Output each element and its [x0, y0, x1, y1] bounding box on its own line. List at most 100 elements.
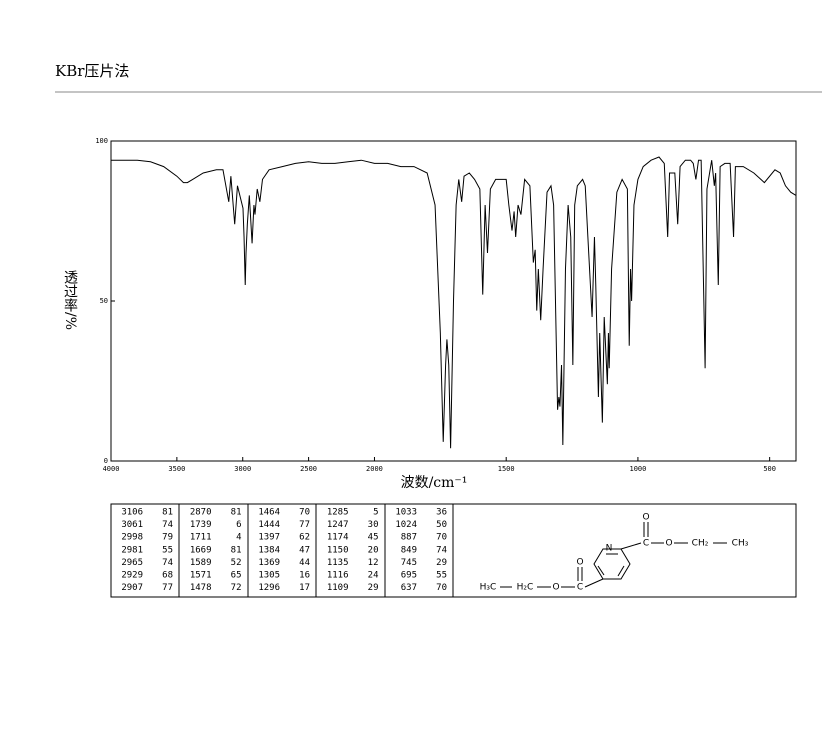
table-transmittance: 74 [162, 558, 173, 568]
table-wavenumber: 1369 [258, 558, 280, 568]
x-tick-label: 3000 [234, 465, 251, 473]
table-transmittance: 55 [162, 545, 173, 555]
table-wavenumber: 2965 [121, 558, 143, 568]
table-wavenumber: 1024 [395, 520, 417, 530]
table-wavenumber: 1739 [190, 520, 212, 530]
table-transmittance: 29 [368, 583, 379, 593]
table-wavenumber: 1464 [258, 508, 280, 518]
table-wavenumber: 3106 [121, 508, 143, 518]
structure-label: CH₃ [732, 539, 749, 549]
table-transmittance: 47 [299, 545, 310, 555]
x-axis-label: 波数/cm⁻¹ [401, 475, 468, 491]
table-transmittance: 72 [231, 583, 242, 593]
table-transmittance: 29 [436, 558, 447, 568]
table-wavenumber: 1247 [327, 520, 349, 530]
table-wavenumber: 1150 [327, 545, 349, 555]
table-wavenumber: 1711 [190, 533, 212, 543]
x-tick-label: 4000 [103, 465, 120, 473]
table-transmittance: 81 [231, 508, 242, 518]
table-transmittance: 74 [436, 545, 447, 555]
table-wavenumber: 1384 [258, 545, 280, 555]
table-wavenumber: 1397 [258, 533, 280, 543]
table-transmittance: 20 [368, 545, 379, 555]
structure-label: O [552, 583, 559, 593]
table-transmittance: 45 [368, 533, 379, 543]
x-tick-label: 500 [763, 465, 776, 473]
table-transmittance: 50 [436, 520, 447, 530]
table-wavenumber: 2929 [121, 571, 143, 581]
table-wavenumber: 887 [401, 533, 417, 543]
table-wavenumber: 637 [401, 583, 417, 593]
x-tick-label: 2000 [366, 465, 383, 473]
table-transmittance: 81 [162, 508, 173, 518]
table-transmittance: 65 [231, 571, 242, 581]
table-wavenumber: 1135 [327, 558, 349, 568]
table-transmittance: 70 [299, 508, 310, 518]
spectrum-line [111, 156, 797, 449]
table-wavenumber: 1478 [190, 583, 212, 593]
table-transmittance: 5 [373, 508, 378, 518]
table-transmittance: 74 [162, 520, 173, 530]
table-dividers [178, 504, 454, 597]
page-title: KBr压片法 [55, 62, 129, 80]
table-transmittance: 36 [436, 508, 447, 518]
table-wavenumber: 1305 [258, 571, 280, 581]
table-wavenumber: 1589 [190, 558, 212, 568]
table-wavenumber: 1033 [395, 508, 417, 518]
x-tick-label: 2500 [300, 465, 317, 473]
structure-label: C [577, 583, 583, 593]
x-tick-label: 3500 [168, 465, 185, 473]
table-transmittance: 6 [236, 520, 241, 530]
structure-label: C [643, 539, 649, 549]
x-tick-label: 1000 [629, 465, 646, 473]
table-wavenumber: 1116 [327, 571, 349, 581]
structure-bonds [500, 522, 727, 588]
table-wavenumber: 1285 [327, 508, 349, 518]
structure-label: N [606, 544, 613, 554]
structure-label: H₃C [480, 583, 497, 593]
table-wavenumber: 745 [401, 558, 417, 568]
table-transmittance: 52 [231, 558, 242, 568]
table-transmittance: 30 [368, 520, 379, 530]
table-wavenumber: 1669 [190, 545, 212, 555]
table-transmittance: 24 [368, 571, 379, 581]
table-wavenumber: 1571 [190, 571, 212, 581]
y-tick-label: 100 [95, 137, 108, 145]
table-transmittance: 77 [162, 583, 173, 593]
table-transmittance: 81 [231, 545, 242, 555]
x-tick-label: 1500 [498, 465, 515, 473]
table-transmittance: 62 [299, 533, 310, 543]
table-wavenumber: 2998 [121, 533, 143, 543]
table-transmittance: 55 [436, 571, 447, 581]
table-wavenumber: 3061 [121, 520, 143, 530]
table-transmittance: 12 [368, 558, 379, 568]
table-wavenumber: 695 [401, 571, 417, 581]
table-wavenumber: 849 [401, 545, 417, 555]
y-tick-label: 0 [104, 457, 108, 465]
table-transmittance: 68 [162, 571, 173, 581]
table-wavenumber: 1296 [258, 583, 280, 593]
table-wavenumber: 1174 [327, 533, 349, 543]
structure-label: O [576, 558, 583, 568]
table-wavenumber: 2981 [121, 545, 143, 555]
table-transmittance: 44 [299, 558, 310, 568]
table-transmittance: 17 [299, 583, 310, 593]
table-transmittance: 70 [436, 533, 447, 543]
table-wavenumber: 2907 [121, 583, 143, 593]
structure-label: H₂C [517, 583, 534, 593]
y-axis-label: 透过率/% [62, 270, 78, 330]
table-transmittance: 16 [299, 571, 310, 581]
table-transmittance: 4 [236, 533, 241, 543]
table-transmittance: 79 [162, 533, 173, 543]
structure-label: CH₂ [692, 539, 709, 549]
table-transmittance: 77 [299, 520, 310, 530]
table-wavenumber: 1444 [258, 520, 280, 530]
table-transmittance: 70 [436, 583, 447, 593]
structure-label: O [665, 539, 672, 549]
y-tick-label: 50 [100, 297, 108, 305]
structure-label: O [642, 513, 649, 523]
table-wavenumber: 2870 [190, 508, 212, 518]
table-wavenumber: 1109 [327, 583, 349, 593]
